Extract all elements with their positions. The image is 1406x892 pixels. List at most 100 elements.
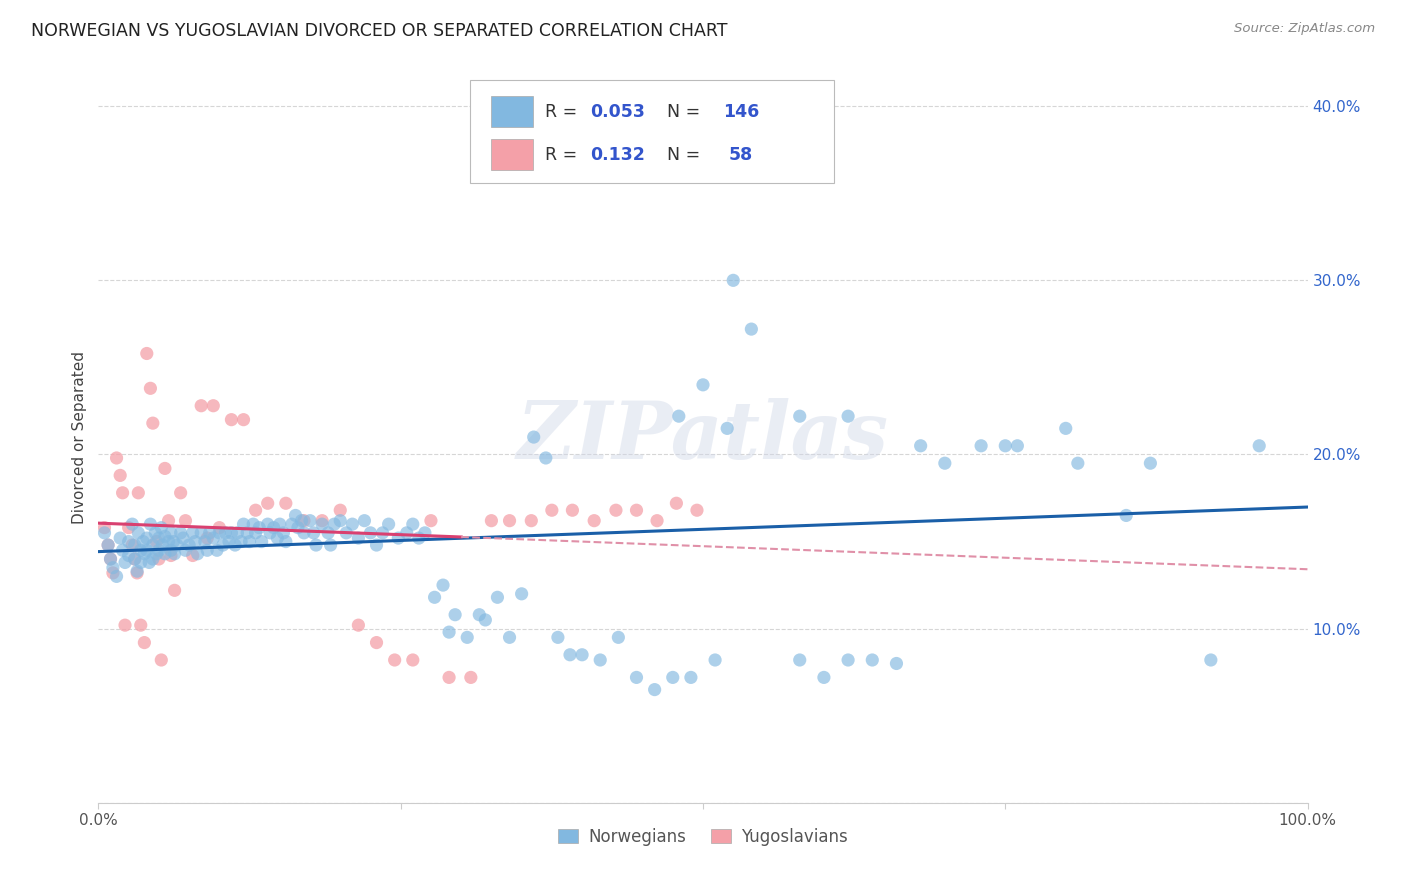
Point [661,670,683,684]
Point [174,514,197,528]
Point [111,485,134,500]
Point [723,273,745,287]
Point [172,531,194,545]
Point [148,543,170,558]
Point [163,583,186,598]
Point [135,543,157,558]
Point [1199,653,1222,667]
Point [247,521,270,535]
Point [377,517,399,532]
Point [239,534,262,549]
Point [202,531,225,545]
Point [236,525,259,540]
Point [645,514,668,528]
Point [114,556,136,570]
Point [150,653,173,667]
Point [195,543,218,558]
Point [474,613,496,627]
Text: N =: N = [655,145,706,163]
Point [97,538,120,552]
Point [716,421,738,435]
Point [127,564,149,578]
FancyBboxPatch shape [470,80,834,183]
Point [218,534,240,549]
Point [468,607,491,622]
Point [153,461,176,475]
Point [139,517,162,532]
Point [589,653,612,667]
Point [143,525,166,540]
Point [232,412,254,426]
Point [214,525,236,540]
Point [486,591,509,605]
Point [132,534,155,549]
Point [181,549,204,563]
Point [269,517,291,532]
Point [194,534,217,549]
Point [124,552,146,566]
Text: R =: R = [544,103,582,120]
Point [93,521,115,535]
Legend: Norwegians, Yugoslavians: Norwegians, Yugoslavians [558,828,848,846]
Point [259,525,281,540]
Point [127,485,149,500]
Point [281,517,304,532]
Point [323,517,346,532]
Point [994,439,1017,453]
Point [668,409,690,424]
Point [561,503,583,517]
Point [163,547,186,561]
Point [765,165,787,179]
Point [242,517,264,532]
Point [174,543,197,558]
Point [142,538,165,552]
Point [138,556,160,570]
Point [1067,456,1090,470]
Point [498,631,520,645]
Point [245,525,267,540]
Point [145,534,167,549]
Point [813,670,835,684]
Point [212,538,235,552]
Point [299,514,322,528]
Point [456,631,478,645]
Point [121,538,143,552]
Point [460,670,482,684]
Point [145,547,167,561]
Point [124,538,146,552]
Point [353,514,375,528]
Point [256,517,278,532]
Point [510,587,533,601]
Text: NORWEGIAN VS YUGOSLAVIAN DIVORCED OR SEPARATED CORRELATION CHART: NORWEGIAN VS YUGOSLAVIAN DIVORCED OR SEP… [31,22,727,40]
Point [329,514,352,528]
Point [100,552,122,566]
Point [547,631,569,645]
Text: 0.053: 0.053 [591,103,645,120]
Point [118,521,141,535]
Point [111,543,134,558]
Point [127,525,149,540]
Y-axis label: Divorced or Separated: Divorced or Separated [72,351,87,524]
Point [134,547,156,561]
Point [837,409,859,424]
Point [121,517,143,532]
Point [142,416,165,430]
Point [273,525,295,540]
Point [692,377,714,392]
Point [292,514,315,528]
Point [665,496,688,510]
Point [157,514,180,528]
Point [402,653,425,667]
Point [129,556,152,570]
Point [202,399,225,413]
Point [413,525,436,540]
Point [135,531,157,545]
Point [287,521,309,535]
Point [335,525,357,540]
Point [534,450,557,465]
Point [316,525,339,540]
Point [311,517,333,532]
Point [886,657,908,671]
FancyBboxPatch shape [492,96,533,127]
Point [408,531,430,545]
